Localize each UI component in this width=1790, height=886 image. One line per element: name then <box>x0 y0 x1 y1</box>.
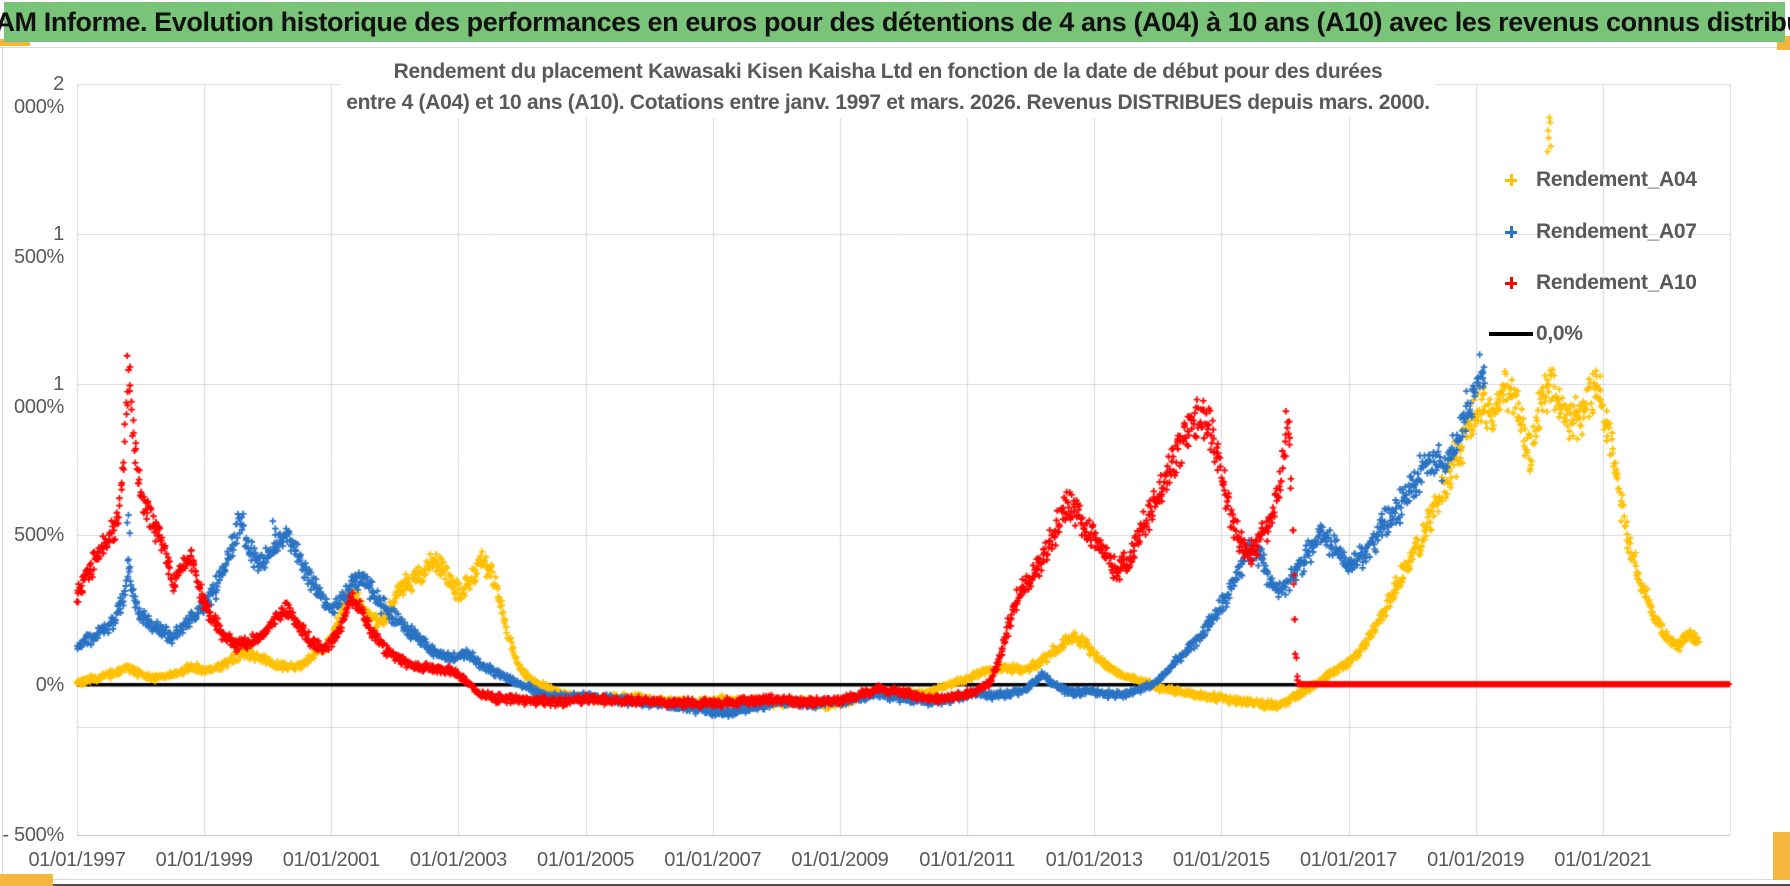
y-tick-label: 1 000% <box>14 373 64 419</box>
line-marker-icon <box>1489 332 1533 336</box>
plus-marker-icon <box>1505 226 1517 238</box>
x-tick-label: 01/01/2013 <box>1045 849 1143 871</box>
x-tick-label: 01/01/2003 <box>409 849 507 871</box>
x-tick-label: 01/01/2005 <box>537 849 635 871</box>
y-tick-label: 0% <box>35 673 65 696</box>
legend-label: Rendement_A04 <box>1536 168 1697 191</box>
plus-marker-icon <box>1505 277 1517 289</box>
y-tick-label: - 500% <box>2 824 64 846</box>
plus-marker-icon <box>1505 174 1517 186</box>
divider-under-header <box>0 47 1790 48</box>
slide-bottom-edge <box>0 884 1790 886</box>
legend-label: Rendement_A10 <box>1536 271 1697 294</box>
y-tick-label: 2 000% <box>14 73 64 118</box>
header-bar: ADAM Informe. Evolution historique des p… <box>0 2 1790 42</box>
x-tick-label: 01/01/2001 <box>282 849 380 871</box>
legend-label: 0,0% <box>1536 322 1583 345</box>
bottom-frame-line <box>0 879 1790 880</box>
x-tick-label: 01/01/2011 <box>919 849 1015 871</box>
x-tick-label: 01/01/2019 <box>1427 849 1525 871</box>
corner-accent-top-left <box>0 39 30 46</box>
left-frame-line <box>2 48 3 880</box>
y-tick-label: 1 500% <box>14 223 64 269</box>
legend-label: Rendement_A07 <box>1536 220 1697 243</box>
x-tick-label: 01/01/2015 <box>1172 849 1270 871</box>
corner-accent-bottom-left <box>0 874 53 886</box>
x-tick-label: 01/01/2017 <box>1299 849 1398 871</box>
chart-title: Rendement du placement Kawasaki Kisen Ka… <box>340 56 1436 118</box>
chart-title-line2: entre 4 (A04) et 10 ans (A10). Cotations… <box>346 91 1430 114</box>
x-tick-label: 01/01/2007 <box>664 849 762 871</box>
corner-accent-bottom-right <box>1773 832 1790 880</box>
x-tick-label: 01/01/1997 <box>28 849 126 871</box>
y-tick-label: 500% <box>14 523 64 546</box>
x-tick-label: 01/01/2009 <box>791 849 889 871</box>
chart-title-line1: Rendement du placement Kawasaki Kisen Ka… <box>393 60 1383 83</box>
x-tick-label: 01/01/2021 <box>1554 849 1652 871</box>
x-tick-label: 01/01/1999 <box>155 849 253 871</box>
page-title: ADAM Informe. Evolution historique des p… <box>0 6 1790 37</box>
